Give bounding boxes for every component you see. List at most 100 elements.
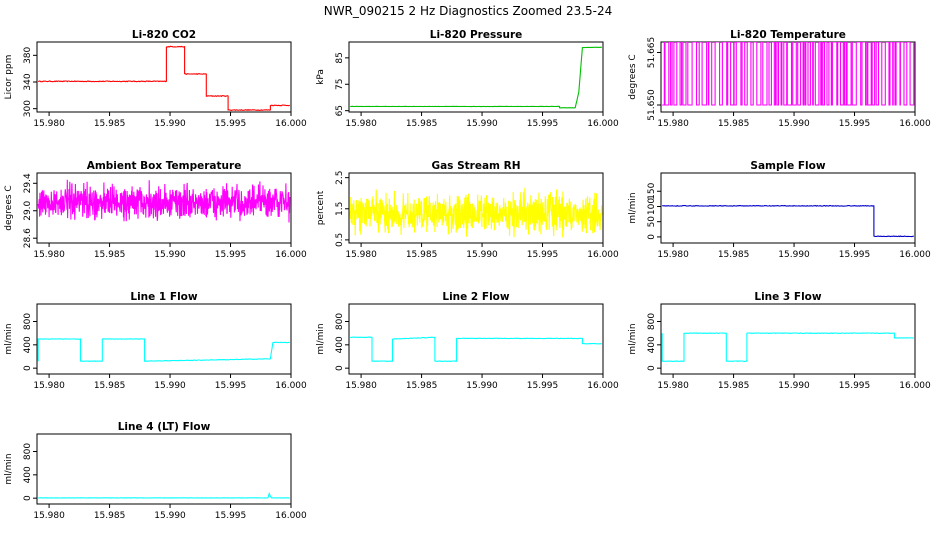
y-tick-label: 50 (647, 216, 657, 228)
panel-title: Gas Stream RH (431, 160, 520, 172)
x-tick-label: 15.990 (778, 381, 810, 391)
y-tick-label: 400 (335, 336, 345, 353)
series-line (350, 46, 602, 109)
panel-title: Line 3 Flow (754, 291, 821, 303)
x-tick-label: 15.980 (345, 250, 377, 260)
y-tick-label: 400 (23, 336, 33, 353)
figure-title: NWR_090215 2 Hz Diagnostics Zoomed 23.5-… (324, 4, 613, 18)
panel-4: Ambient Box Temperature 15.980 15.985 15.99… (4, 160, 307, 260)
x-tick-label: 15.995 (215, 511, 247, 521)
y-tick-label: 800 (23, 443, 33, 460)
x-tick-label: 15.985 (94, 250, 126, 260)
x-tick-label: 15.990 (466, 119, 498, 129)
y-axis-label: degrees C (628, 54, 638, 99)
x-tick-label: 15.980 (33, 381, 65, 391)
x-tick-label: 16.000 (587, 381, 619, 391)
series-line (37, 45, 291, 112)
panel-7: Line 1 Flow 15.980 15.985 15.990 15.995 16.00… (4, 291, 307, 391)
plot-frame (348, 41, 604, 113)
x-tick-label: 16.000 (899, 119, 931, 129)
y-axis-label: ml/min (628, 192, 638, 223)
x-tick-label: 15.980 (33, 119, 65, 129)
series-line (350, 336, 602, 362)
y-axis-label: ml/min (4, 323, 14, 354)
y-axis-label: ml/min (628, 323, 638, 354)
x-tick-label: 15.980 (33, 250, 65, 260)
y-tick-label: 75 (335, 79, 345, 90)
x-tick-label: 15.985 (406, 381, 438, 391)
panel-title: Line 2 Flow (442, 291, 509, 303)
plot-frame (36, 433, 292, 505)
x-tick-label: 15.990 (154, 250, 186, 260)
y-axis-label: kPa (316, 69, 326, 85)
panel-3: Li-820 Temperature 15.980 15.985 15.990 15.9… (628, 29, 931, 129)
plot-frame (36, 41, 292, 113)
series-line (37, 179, 291, 223)
x-tick-label: 15.985 (718, 250, 750, 260)
plot-frame (348, 172, 604, 244)
x-tick-label: 15.990 (154, 381, 186, 391)
x-tick-label: 15.985 (94, 381, 126, 391)
x-tick-label: 15.985 (94, 119, 126, 129)
x-tick-label: 15.995 (527, 250, 559, 260)
panel-title: Li-820 Pressure (430, 29, 523, 41)
y-axis-label: percent (316, 190, 326, 225)
panel-6: Sample Flow 15.980 15.985 15.990 15.995 16.00… (628, 160, 931, 260)
plot-frame (660, 41, 916, 113)
x-tick-label: 16.000 (587, 250, 619, 260)
y-tick-label: 29.4 (23, 173, 33, 193)
series-line (661, 332, 914, 363)
panel-title: Line 1 Flow (130, 291, 197, 303)
x-tick-label: 15.980 (33, 511, 65, 521)
x-tick-label: 15.995 (215, 381, 247, 391)
x-tick-label: 15.990 (466, 250, 498, 260)
y-tick-label: 0 (23, 365, 33, 371)
y-tick-label: 0.5 (335, 233, 345, 247)
x-tick-label: 15.995 (215, 119, 247, 129)
y-tick-label: 65 (335, 105, 345, 116)
plot-frame (348, 303, 604, 375)
series-line (349, 187, 603, 238)
panel-5: Gas Stream RH 15.980 15.985 15.990 15.995 16.… (316, 160, 619, 260)
y-tick-label: 400 (23, 466, 33, 483)
x-tick-label: 16.000 (899, 381, 931, 391)
panel-title: Ambient Box Temperature (87, 160, 242, 172)
x-tick-label: 15.995 (527, 119, 559, 129)
y-tick-label: 800 (23, 313, 33, 330)
x-tick-label: 16.000 (587, 119, 619, 129)
x-tick-label: 15.995 (839, 119, 871, 129)
y-tick-label: 51.665 (647, 37, 657, 69)
y-tick-label: 400 (647, 336, 657, 353)
series-line (662, 42, 915, 106)
series-line (662, 204, 914, 238)
x-tick-label: 16.000 (275, 250, 307, 260)
x-tick-label: 15.985 (406, 250, 438, 260)
x-tick-label: 15.980 (657, 250, 689, 260)
x-tick-label: 15.995 (839, 381, 871, 391)
y-tick-label: 300 (23, 100, 33, 117)
x-tick-label: 15.990 (466, 381, 498, 391)
y-tick-label: 28.6 (23, 228, 33, 248)
plot-frame (36, 172, 292, 244)
x-tick-label: 15.985 (718, 119, 750, 129)
panel-9: Line 3 Flow 15.980 15.985 15.990 15.995 16.00… (628, 291, 931, 391)
x-tick-label: 16.000 (275, 119, 307, 129)
x-tick-label: 15.995 (527, 381, 559, 391)
x-tick-label: 15.990 (778, 119, 810, 129)
y-tick-label: 800 (647, 313, 657, 330)
x-tick-label: 15.985 (94, 511, 126, 521)
x-tick-label: 15.995 (839, 250, 871, 260)
y-tick-label: 29.0 (23, 200, 33, 220)
x-tick-label: 15.980 (657, 119, 689, 129)
y-tick-label: 100 (647, 198, 657, 215)
panel-10: Line 4 (LT) Flow 15.980 15.985 15.990 15.995… (4, 421, 307, 521)
y-tick-label: 0 (647, 365, 657, 371)
x-tick-label: 16.000 (275, 381, 307, 391)
x-tick-label: 16.000 (899, 250, 931, 260)
x-tick-label: 15.980 (345, 381, 377, 391)
x-tick-label: 15.980 (657, 381, 689, 391)
y-tick-label: 51.650 (647, 89, 657, 121)
y-tick-label: 0 (335, 365, 345, 371)
y-tick-label: 340 (23, 73, 33, 90)
y-axis-label: Licor ppm (4, 55, 14, 100)
